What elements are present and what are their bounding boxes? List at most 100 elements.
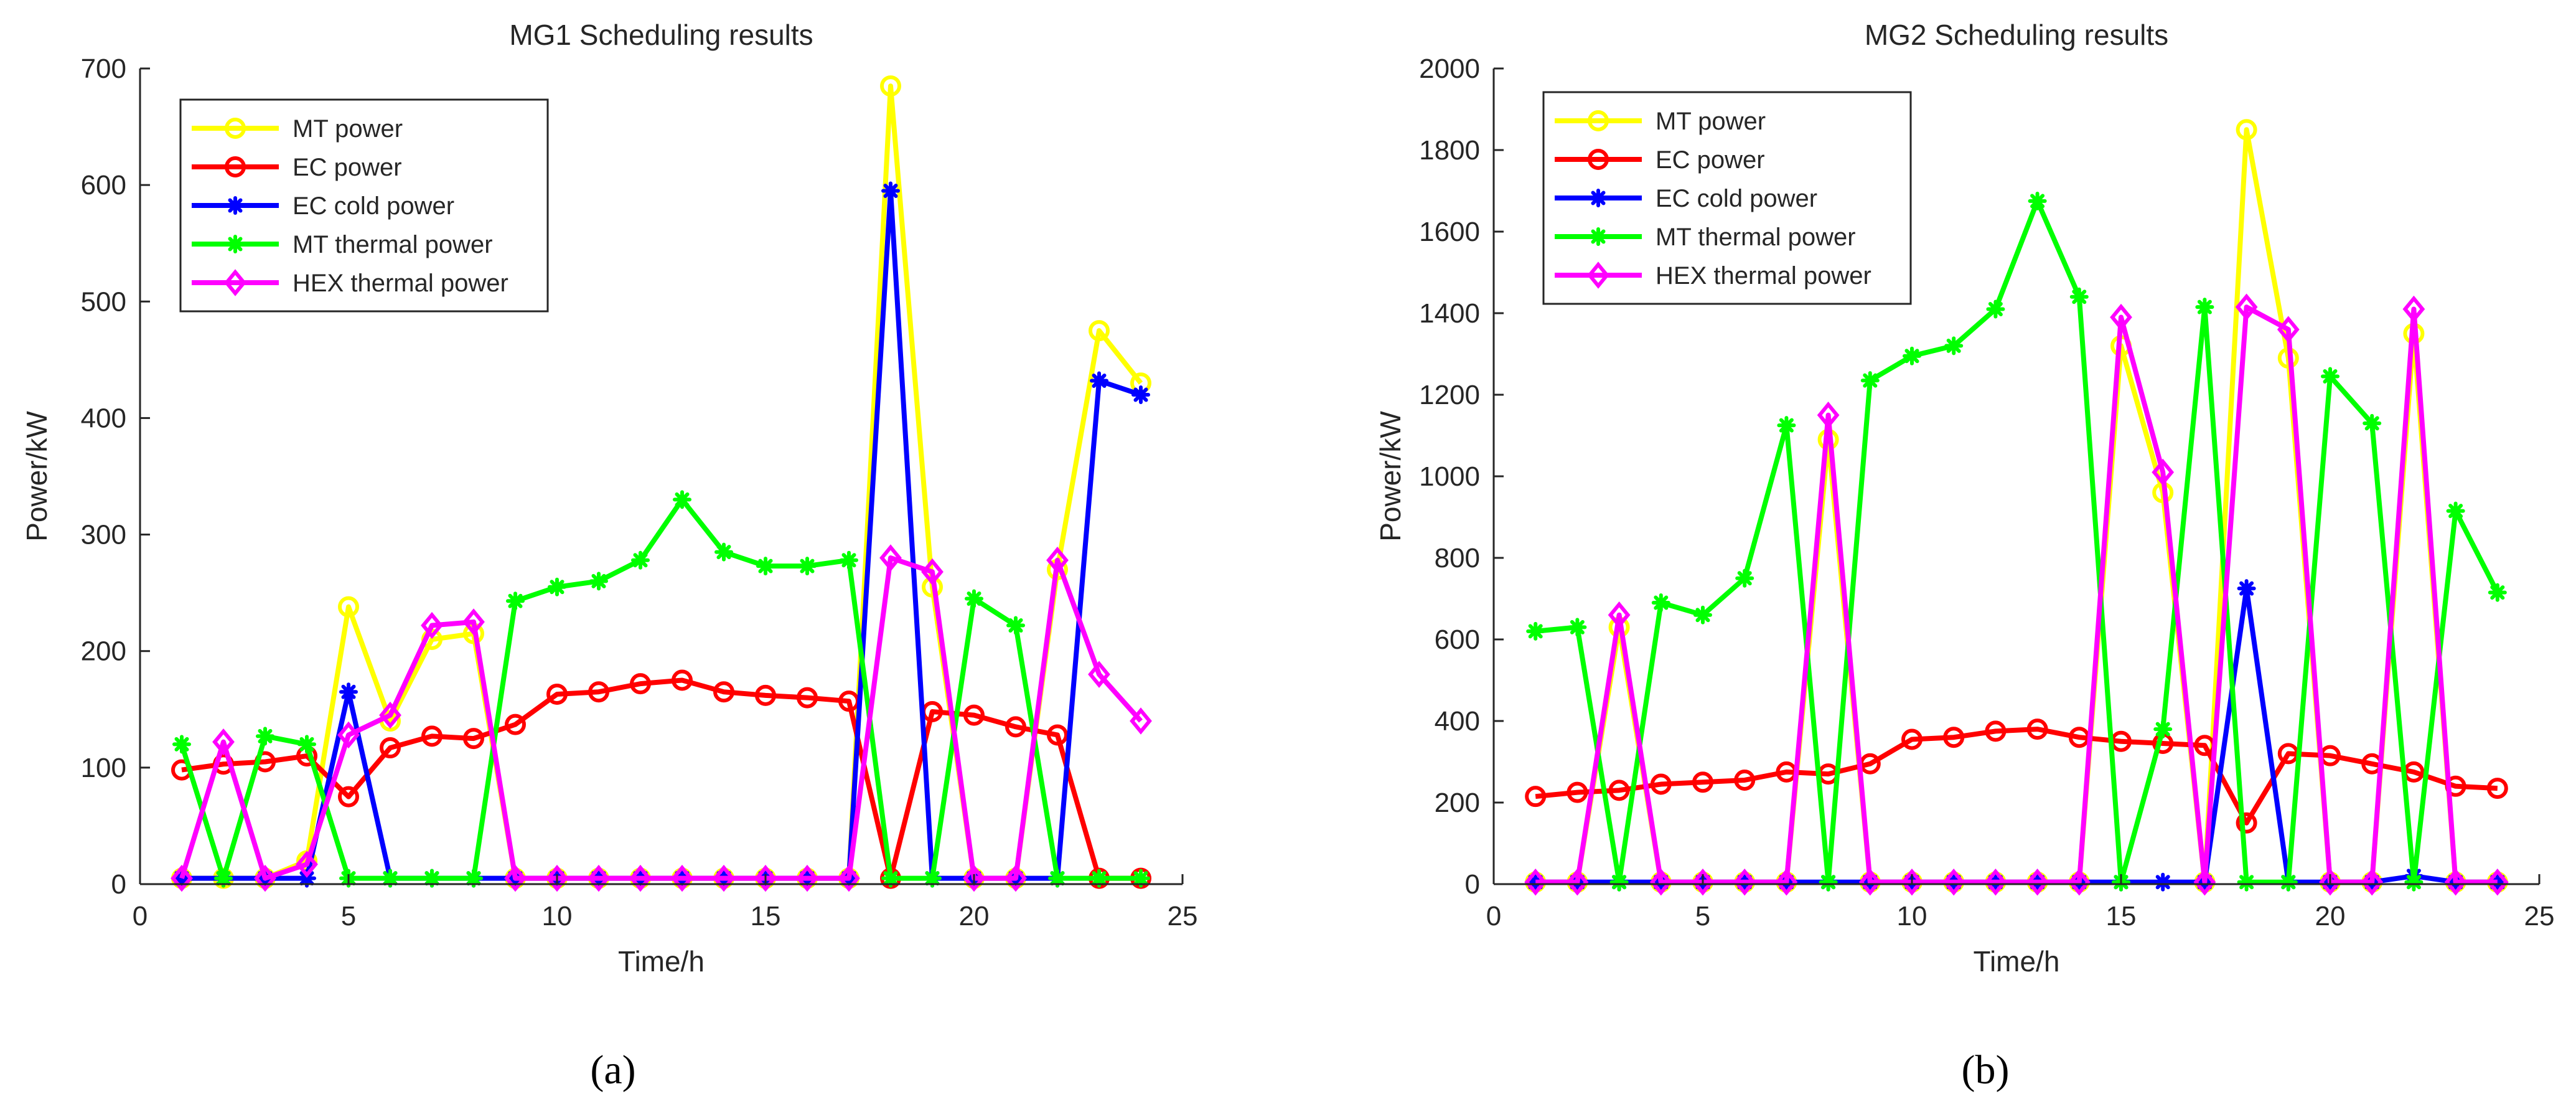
data-point xyxy=(1089,320,1110,342)
series-line-hex-thermal-power xyxy=(1535,304,2498,885)
legend-label: MT thermal power xyxy=(1656,224,1856,251)
data-point xyxy=(714,542,733,562)
y-tick-label: 1600 xyxy=(1419,217,1480,247)
y-tick-label: 200 xyxy=(81,636,126,667)
data-point xyxy=(755,684,776,706)
data-point xyxy=(2152,458,2175,486)
data-point xyxy=(2026,719,2048,740)
data-point xyxy=(1566,869,1589,896)
chart-title: MG1 Scheduling results xyxy=(509,19,813,51)
y-tick-label: 400 xyxy=(81,403,126,433)
data-point xyxy=(879,544,902,572)
panel-label-b: (b) xyxy=(1962,1047,2010,1093)
y-tick-label: 0 xyxy=(111,869,126,900)
data-point xyxy=(756,557,775,576)
data-point xyxy=(1984,869,2007,896)
series-line-ec-cold-power xyxy=(1535,586,2498,885)
x-axis-label: Time/h xyxy=(1974,945,2060,978)
data-point xyxy=(1777,416,1796,435)
data-point xyxy=(1525,786,1547,808)
data-point xyxy=(713,681,734,703)
data-point xyxy=(838,864,860,892)
chart-mg1: 0 5 10 15 20 25 0 100 200 300 400 500 600 700 MG1 Sche… xyxy=(21,19,1197,978)
data-point xyxy=(1568,618,1587,637)
data-point xyxy=(1944,336,1964,356)
data-point xyxy=(337,721,360,749)
data-point xyxy=(2279,872,2298,892)
data-point xyxy=(2237,579,2256,598)
data-point xyxy=(1942,869,1965,896)
data-point xyxy=(296,850,318,878)
data-point xyxy=(254,864,276,892)
data-point xyxy=(1526,621,1545,641)
data-point xyxy=(589,572,608,591)
data-point xyxy=(1901,728,1923,750)
data-point xyxy=(963,704,985,726)
data-point xyxy=(2404,872,2424,892)
data-point xyxy=(1733,869,1756,896)
series-ec-power xyxy=(1525,719,2508,834)
series-mt-thermal-power xyxy=(172,490,1150,888)
series-line-mt-thermal-power xyxy=(1535,198,2500,885)
data-point xyxy=(2319,869,2341,896)
series-hex-thermal-power xyxy=(1524,293,2509,896)
x-tick-label: 15 xyxy=(751,901,781,931)
data-point xyxy=(2321,367,2339,386)
data-point xyxy=(1088,661,1110,688)
data-point xyxy=(212,728,235,756)
legend-item-ec-power: EC power xyxy=(1555,146,1765,174)
data-point xyxy=(2486,869,2509,896)
data-point xyxy=(588,681,609,703)
y-tick-label: 300 xyxy=(81,520,126,550)
series-line-mt-thermal-power xyxy=(179,497,1141,881)
panel-label-a: (a) xyxy=(590,1047,635,1093)
data-point xyxy=(421,611,443,639)
open-diamond-marker xyxy=(1587,262,1609,289)
data-point xyxy=(1692,869,1714,896)
data-point xyxy=(2361,869,2384,896)
x-tick-label: 0 xyxy=(133,901,148,931)
legend-label: MT power xyxy=(1656,108,1766,135)
asterisk-marker xyxy=(226,235,245,253)
y-tick-label: 1800 xyxy=(1419,135,1480,166)
asterisk-marker xyxy=(1589,189,1608,207)
data-point xyxy=(2069,287,2089,306)
data-point xyxy=(2363,413,2382,433)
open-circle-marker xyxy=(1588,110,1609,131)
data-point xyxy=(2028,191,2047,210)
y-tick-label: 800 xyxy=(1435,543,1480,573)
data-point xyxy=(338,596,359,618)
chart-title: MG2 Scheduling results xyxy=(1865,19,2168,51)
x-tick-label: 10 xyxy=(1897,901,1927,931)
data-point xyxy=(256,727,274,746)
data-point xyxy=(1860,371,1880,390)
data-point xyxy=(880,75,901,97)
x-tick-label: 20 xyxy=(2315,901,2346,931)
data-point xyxy=(380,737,401,759)
data-point xyxy=(2237,872,2256,892)
data-point xyxy=(1693,605,1712,624)
data-point xyxy=(881,181,900,200)
data-point xyxy=(1130,707,1152,735)
data-point xyxy=(2235,293,2258,321)
data-point xyxy=(505,714,526,735)
data-point xyxy=(1817,402,1840,429)
y-tick-label: 1200 xyxy=(1419,380,1480,410)
series-hex-thermal-power xyxy=(171,544,1152,892)
data-point xyxy=(921,558,944,586)
data-point xyxy=(2446,501,2465,521)
data-point xyxy=(171,864,193,892)
data-point xyxy=(631,550,650,570)
asterisk-marker xyxy=(1589,227,1608,246)
x-tick-label: 20 xyxy=(959,901,990,931)
legend-label: EC cold power xyxy=(293,192,454,220)
series-line-ec-power xyxy=(181,677,1141,881)
y-tick-label: 200 xyxy=(1435,788,1480,818)
data-point xyxy=(297,735,316,754)
y-axis-label: Power/kW xyxy=(1374,411,1407,542)
data-point xyxy=(840,550,858,570)
x-tick-label: 25 xyxy=(2524,901,2555,931)
data-point xyxy=(798,557,817,576)
data-point xyxy=(2153,720,2173,739)
